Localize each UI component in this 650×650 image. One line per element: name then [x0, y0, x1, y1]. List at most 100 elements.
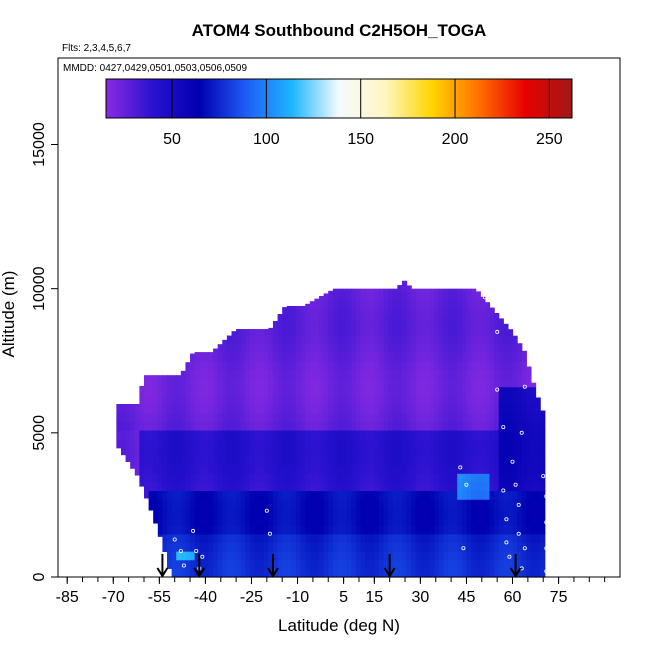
curtain-cell [291, 507, 297, 518]
curtain-cell [254, 447, 260, 457]
curtain-cell [319, 438, 325, 448]
curtain-cell [342, 412, 348, 422]
curtain-cell [143, 447, 150, 457]
curtain-cell [503, 352, 509, 362]
curtain-cell [480, 542, 486, 552]
curtain-cell [328, 516, 334, 526]
curtain-cell [314, 334, 320, 345]
curtain-cell [351, 473, 357, 483]
curtain-cell [148, 421, 154, 431]
curtain-cell [420, 533, 426, 543]
curtain-cell [190, 421, 196, 431]
curtain-cell [484, 395, 491, 405]
curtain-cell [305, 421, 311, 431]
curtain-cell [448, 429, 454, 440]
curtain-cell [494, 421, 500, 431]
curtain-cell [429, 559, 435, 569]
curtain-cell [466, 360, 472, 370]
curtain-cell [452, 473, 458, 483]
curtain-cell [351, 378, 357, 388]
curtain-cell [471, 559, 477, 569]
curtain-cell [374, 300, 380, 310]
curtain-cell [489, 412, 495, 422]
curtain-cell [282, 378, 288, 388]
curtain-cell [443, 447, 449, 457]
curtain-cell [369, 360, 375, 370]
curtain-cell [263, 533, 269, 543]
curtain-cell [194, 464, 200, 474]
curtain-cell [466, 455, 472, 466]
curtain-cell [489, 481, 495, 492]
sample-point [191, 528, 196, 533]
curtain-cell [512, 360, 518, 370]
curtain-cell [512, 507, 518, 518]
curtain-cell [162, 429, 168, 440]
curtain-cell [208, 447, 214, 457]
curtain-cell [231, 455, 237, 466]
curtain-cell [457, 395, 463, 405]
sample-point [519, 430, 524, 435]
curtain-cell [217, 421, 223, 431]
curtain-cell [401, 421, 408, 431]
curtain-cell [286, 369, 292, 379]
curtain-cell [259, 352, 265, 362]
curtain-cell [374, 542, 380, 552]
curtain-cell [457, 300, 463, 310]
curtain-cell [213, 507, 219, 518]
curtain-cell [355, 352, 362, 362]
curtain-cell [277, 343, 283, 353]
curtain-cell [466, 551, 472, 561]
curtain-cell [494, 312, 500, 319]
curtain-cell [392, 533, 398, 543]
curtain-cell [263, 542, 269, 552]
curtain-cell [208, 525, 214, 535]
curtain-cell [309, 533, 316, 543]
curtain-cell [415, 369, 421, 379]
curtain-cell [503, 533, 509, 543]
curtain-cell [415, 447, 421, 457]
curtain-cell [457, 369, 463, 379]
curtain-cell [457, 326, 463, 336]
curtain-cell [503, 438, 509, 448]
curtain-cell [406, 308, 412, 319]
curtain-cell [415, 473, 421, 483]
curtain-cell [296, 516, 302, 526]
curtain-cell [397, 285, 403, 293]
curtain-cell [503, 360, 509, 370]
curtain-cell [374, 568, 380, 578]
curtain-cell [498, 542, 504, 552]
curtain-cell [153, 421, 159, 431]
curtain-cell [461, 507, 468, 518]
curtain-cell [332, 473, 339, 483]
curtain-cell [521, 369, 527, 379]
curtain-cell [286, 551, 292, 561]
curtain-cell [314, 464, 320, 474]
curtain-cell [360, 429, 366, 440]
curtain-cell [397, 559, 403, 569]
curtain-cell [392, 473, 398, 483]
curtain-cell [503, 421, 509, 431]
curtain-cell [406, 369, 412, 379]
curtain-cell [153, 507, 159, 518]
curtain-cell [167, 447, 173, 457]
curtain-cell [484, 490, 491, 500]
curtain-cell [498, 343, 504, 353]
curtain-cell [176, 455, 182, 466]
curtain-cell [171, 568, 177, 578]
curtain-cell [526, 378, 532, 388]
curtain-cell [268, 369, 274, 379]
curtain-cell [240, 386, 246, 396]
curtain-cell [277, 429, 283, 440]
curtain-cell [512, 378, 518, 388]
curtain-cell [277, 533, 283, 543]
curtain-cell [457, 386, 463, 396]
curtain-cell [351, 288, 357, 293]
curtain-cell [378, 288, 385, 293]
curtain-cell [475, 343, 481, 353]
curtain-cell [360, 326, 366, 336]
curtain-cell [268, 395, 274, 405]
curtain-cell [365, 551, 371, 561]
curtain-cell [434, 438, 440, 448]
curtain-cell [162, 464, 168, 474]
curtain-cell [452, 300, 458, 310]
